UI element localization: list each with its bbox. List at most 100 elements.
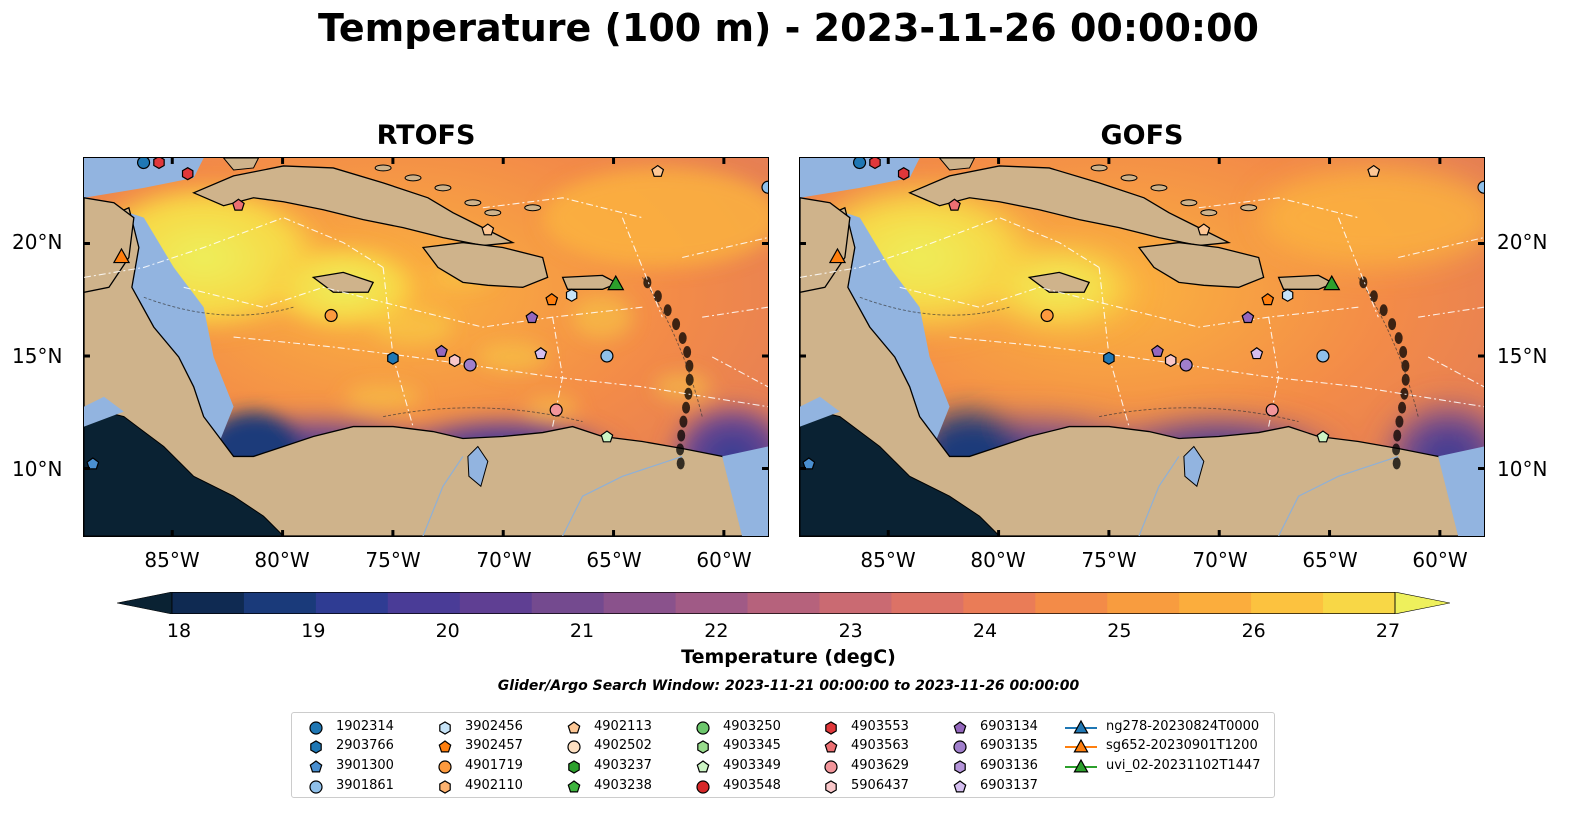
- legend-label: 4903548: [723, 778, 781, 793]
- colorbar-tick-label: 23: [838, 620, 863, 642]
- float-marker-3901861: [1316, 349, 1330, 363]
- legend-entry: 3901300: [304, 756, 394, 775]
- colorbar-min-extend: [117, 592, 173, 614]
- legend-marker-hexagon-icon: [310, 739, 322, 754]
- legend: 1902314 2903766 3901300 3901861 3902456 39024…: [291, 712, 1275, 798]
- float-marker-4903553: [869, 158, 881, 170]
- legend-label: 6903135: [980, 738, 1038, 753]
- float-marker-6903134: [525, 311, 539, 324]
- legend-label: 6903137: [980, 778, 1038, 793]
- lat-label-15n-left: 15°N: [12, 344, 63, 368]
- float-marker-4903563: [948, 198, 961, 211]
- legend-entry: 4903238: [562, 776, 652, 795]
- legend-marker-circle-icon: [953, 739, 967, 754]
- legend-marker-circle-icon: [696, 720, 710, 735]
- legend-label: ng278-20230824T0000: [1106, 719, 1260, 734]
- legend-marker-pentagon-icon: [567, 779, 581, 792]
- colorbar-bin: [459, 592, 533, 614]
- legend-entry: 4903345: [691, 736, 781, 755]
- float-marker-3901861: [761, 180, 768, 194]
- lon-label-70w: 70°W: [1192, 548, 1248, 572]
- legend-entry: ng278-20230824T0000: [1064, 717, 1259, 736]
- lon-label-85w: 85°W: [860, 548, 916, 572]
- float-marker-6903134: [435, 344, 448, 357]
- float-marker-6903137: [1250, 347, 1264, 360]
- colorbar-tick-label: 18: [166, 620, 192, 642]
- lat-label-10n-right: 10°N: [1497, 457, 1548, 481]
- legend-entry: 4902113: [562, 717, 652, 736]
- legend-marker-pentagon-icon: [953, 779, 967, 792]
- lon-label-75w: 75°W: [365, 548, 421, 572]
- legend-marker-pentagon-icon: [567, 720, 581, 733]
- colorbar-bin: [1251, 592, 1324, 614]
- colorbar-tick-label: 25: [1107, 620, 1132, 642]
- float-marker-3901300: [86, 457, 100, 470]
- legend-entry: 2903766: [304, 736, 394, 755]
- lon-label-70w: 70°W: [476, 548, 532, 572]
- colorbar-bin: [243, 592, 317, 614]
- lon-label-80w: 80°W: [970, 548, 1026, 572]
- float-marker-4902113: [651, 164, 665, 177]
- legend-label: 6903136: [980, 758, 1038, 773]
- float-marker-4903629: [549, 403, 563, 417]
- colorbar-bin: [603, 592, 677, 614]
- legend-entry: 3902456: [433, 717, 523, 736]
- colorbar-bin: [675, 592, 749, 614]
- lat-label-20n-left: 20°N: [12, 230, 63, 254]
- float-marker-5906437: [1164, 353, 1177, 368]
- colorbar-bin: [1035, 592, 1108, 614]
- colorbar-bin: [891, 592, 964, 614]
- legend-marker-triangle-icon: [1073, 719, 1089, 733]
- float-marker-3901300: [802, 457, 816, 470]
- legend-label: 4903345: [723, 738, 781, 753]
- colorbar-bin: [387, 592, 461, 614]
- legend-label: 6903134: [980, 719, 1038, 734]
- legend-marker-hexagon-icon: [568, 759, 580, 774]
- legend-marker-circle-icon: [309, 720, 323, 735]
- float-marker-3902456: [1281, 288, 1294, 302]
- legend-marker-hexagon-icon: [825, 779, 837, 794]
- gofs-map: [799, 157, 1485, 537]
- panel-title-gofs: GOFS: [1100, 120, 1184, 151]
- colorbar-tick-label: 21: [569, 620, 595, 642]
- colorbar-bin: [819, 592, 893, 614]
- legend-entry: 4901719: [433, 756, 523, 775]
- legend-label: 4903563: [851, 738, 909, 753]
- float-marker-2903766: [387, 351, 399, 365]
- float-marker-6903134: [1241, 311, 1255, 324]
- float-marker-5906437: [448, 353, 461, 368]
- legend-marker-pentagon-icon: [309, 759, 323, 772]
- colorbar-tick-label: 19: [301, 620, 326, 642]
- legend-label: 3902457: [465, 738, 523, 753]
- float-marker-4903629: [1265, 403, 1279, 417]
- legend-marker-hexagon-icon: [439, 779, 451, 794]
- legend-label: 3901300: [336, 758, 394, 773]
- legend-entry: 4903237: [562, 756, 652, 775]
- legend-label: 3901861: [336, 778, 394, 793]
- legend-entry: 6903137: [948, 776, 1038, 795]
- float-marker-uvi_02-20231102T1447: [607, 274, 625, 291]
- legend-marker-circle-icon: [309, 779, 323, 794]
- legend-label: 4903553: [851, 719, 909, 734]
- legend-marker-hexagon-icon: [825, 720, 837, 735]
- float-marker-4902113: [1367, 164, 1381, 177]
- legend-marker-circle-icon: [438, 759, 452, 774]
- colorbar-tick-label: 27: [1375, 620, 1401, 642]
- legend-label: 2903766: [336, 738, 394, 753]
- lon-label-80w: 80°W: [254, 548, 310, 572]
- legend-label: 1902314: [336, 719, 394, 734]
- colorbar-tick-label: 22: [704, 620, 729, 642]
- float-marker-uvi_02-20231102T1447: [1323, 274, 1341, 291]
- float-marker-4901719: [1040, 308, 1054, 323]
- legend-entry: 4903349: [691, 756, 781, 775]
- float-marker-3901861: [600, 349, 614, 363]
- float-marker-sg652-20230901T1200: [828, 247, 847, 264]
- legend-marker-triangle-icon: [1073, 738, 1089, 752]
- legend-label: uvi_02-20231102T1447: [1106, 758, 1261, 773]
- legend-entry: 4902110: [433, 776, 523, 795]
- colorbar-bin: [315, 592, 389, 614]
- legend-label: 4903349: [723, 758, 781, 773]
- lat-label-15n-right: 15°N: [1497, 344, 1548, 368]
- legend-label: 5906437: [851, 778, 909, 793]
- float-marker-3902457: [545, 293, 559, 306]
